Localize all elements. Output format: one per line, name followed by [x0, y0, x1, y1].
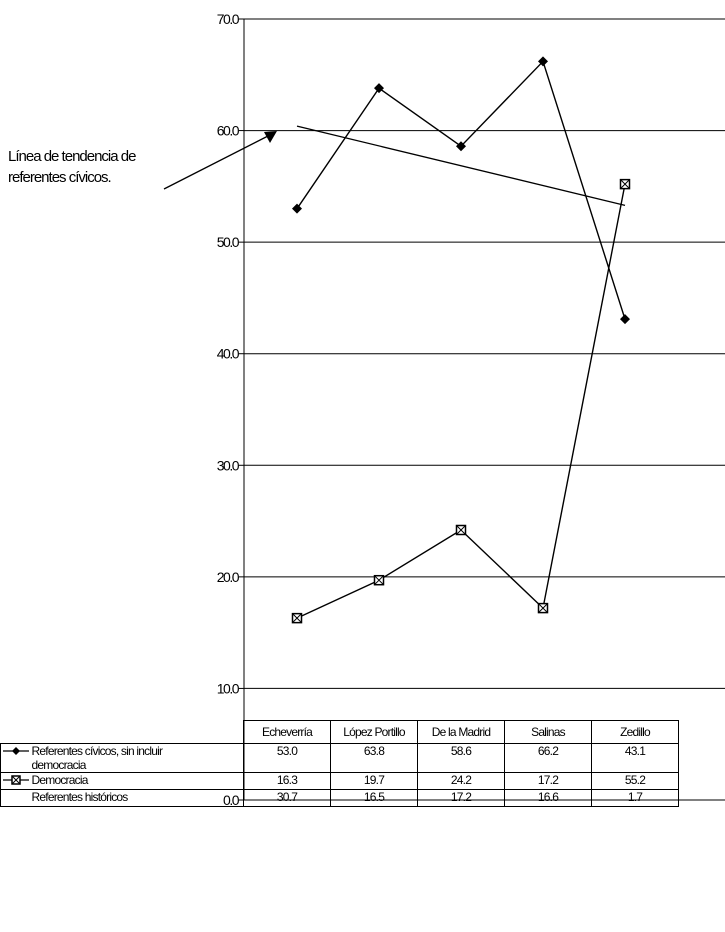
data-cell: 58.6 — [417, 743, 505, 773]
data-table-row-democracia: Democracia 16.3 19.7 24.2 17.2 55.2 — [0, 772, 679, 790]
legend-entry-historicos: Referentes históricos — [0, 789, 244, 807]
series-line — [296, 60, 626, 320]
category-label: De la Madrid — [417, 720, 505, 744]
trendline — [296, 125, 626, 206]
data-cell: 16.3 — [243, 772, 331, 790]
data-point-democracia — [537, 602, 549, 614]
data-point-civicos — [374, 83, 384, 94]
marker-cross — [456, 525, 466, 535]
y-tick-label: 50.0 — [217, 234, 240, 250]
data-cell: 16.6 — [504, 789, 592, 807]
annotation-line-2: referentes cívicos. — [8, 169, 112, 186]
y-tick-label: 20.0 — [217, 569, 240, 585]
data-point-democracia — [373, 574, 385, 586]
legend-label-cont: democracia — [31, 758, 87, 772]
data-table-row-historicos: Referentes históricos 30.7 16.5 17.2 16.… — [0, 789, 679, 807]
gridlines — [244, 18, 725, 689]
data-cell: 24.2 — [417, 772, 505, 790]
data-cell: 43.1 — [591, 743, 679, 773]
data-point-civicos — [538, 56, 548, 67]
data-cell: 1.7 — [591, 789, 679, 807]
data-table: Echeverría López Portillo De la Madrid S… — [0, 720, 679, 807]
legend-label: Referentes históricos — [31, 790, 129, 804]
series-line — [296, 183, 626, 619]
data-cell: 17.2 — [417, 789, 505, 807]
data-cell: 66.2 — [504, 743, 592, 773]
category-label: Zedillo — [591, 720, 679, 744]
data-table-row-civicos: Referentes cívicos, sin incluir democrac… — [0, 743, 679, 773]
y-tick-label: 40.0 — [217, 346, 240, 362]
data-point-civicos — [456, 141, 466, 152]
y-tick-labels: 0.010.020.030.040.050.060.070.0 — [217, 11, 241, 808]
marker-cross — [374, 575, 384, 586]
data-cell: 19.7 — [330, 772, 418, 790]
data-point-democracia — [619, 178, 631, 190]
legend-entry-democracia: Democracia — [0, 772, 244, 790]
annotation-arrow — [163, 135, 269, 190]
data-cell: 55.2 — [591, 772, 679, 790]
data-point-civicos — [620, 314, 630, 325]
marker-cross — [620, 179, 630, 189]
marker-cross — [538, 603, 548, 613]
category-label: López Portillo — [330, 720, 418, 744]
marker-cross — [292, 613, 302, 623]
square-marker-icon — [3, 773, 29, 787]
y-tick-label: 30.0 — [217, 457, 240, 473]
data-cell: 63.8 — [330, 743, 418, 773]
category-label: Echeverría — [243, 720, 331, 744]
legend-entry-civicos: Referentes cívicos, sin incluir democrac… — [0, 743, 244, 773]
y-tick-label: 60.0 — [217, 123, 240, 139]
data-cell: 30.7 — [243, 789, 331, 807]
annotation-arrow-layer — [163, 131, 277, 190]
axes — [239, 18, 725, 801]
data-table-header-row: Echeverría López Portillo De la Madrid S… — [1, 720, 679, 744]
annotation-line-1: Línea de tendencia de — [8, 148, 136, 165]
legend-label: Democracia — [31, 773, 89, 787]
data-point-civicos — [292, 203, 302, 214]
arrowhead-icon — [264, 131, 277, 143]
data-cell: 17.2 — [504, 772, 592, 790]
category-label: Salinas — [504, 720, 592, 744]
data-cell: 53.0 — [243, 743, 331, 773]
trendline-annotation: Línea de tendencia de referentes cívicos… — [8, 146, 218, 188]
data-cell: 16.5 — [330, 789, 418, 807]
data-point-democracia — [291, 612, 303, 624]
y-tick-label: 10.0 — [217, 680, 240, 696]
data-point-democracia — [455, 524, 467, 536]
y-tick-label: 70.0 — [217, 11, 240, 27]
diamond-marker-icon — [3, 744, 29, 758]
legend-label: Referentes cívicos, sin incluir — [31, 744, 163, 758]
series-layer — [291, 56, 631, 624]
trendline-layer — [296, 125, 626, 206]
